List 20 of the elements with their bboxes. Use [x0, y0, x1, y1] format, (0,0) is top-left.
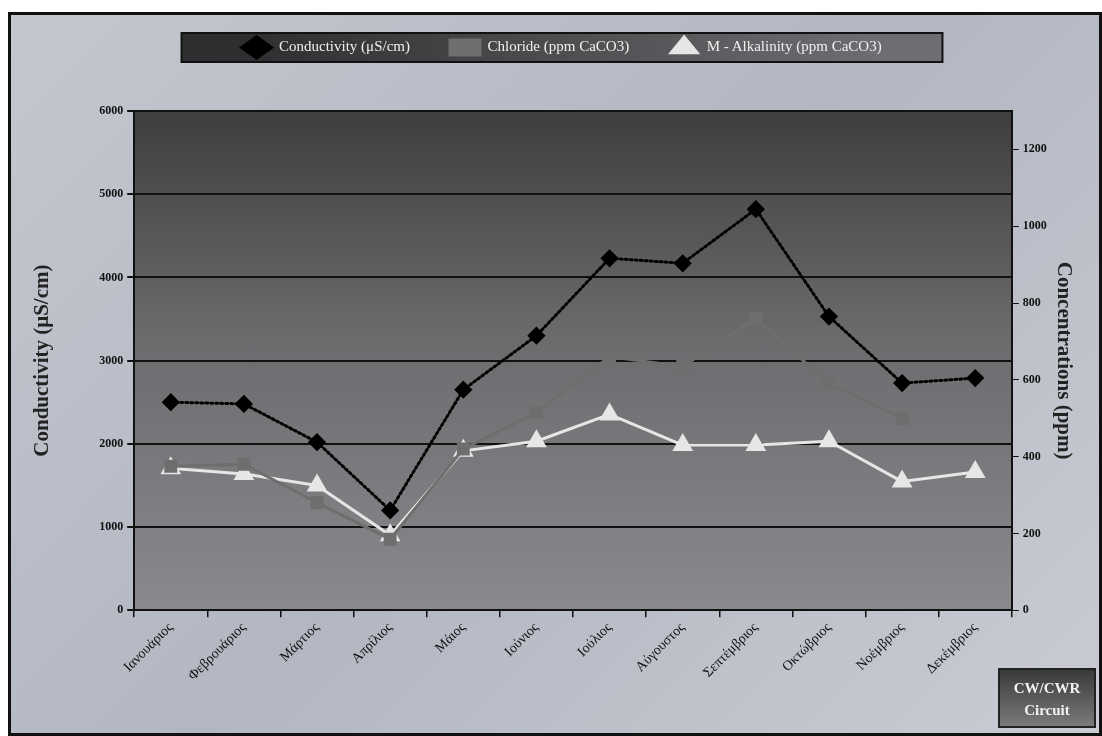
- legend-label: M - Alkalinity (ppm CaCO3): [706, 38, 882, 56]
- y-tick-label: 2000: [99, 435, 124, 450]
- y2-tick-label: 0: [1022, 602, 1029, 617]
- text: CW/CWR Circuit: [998, 668, 1096, 728]
- y2-tick-label: 200: [1022, 525, 1041, 540]
- y-tick-label: 3000: [99, 352, 124, 367]
- y2-tick-label: 600: [1022, 371, 1041, 386]
- y-tick-label: 1000: [99, 519, 124, 534]
- y-axis-title: Conductivity (μS/cm): [29, 264, 54, 457]
- legend-label: Conductivity (μS/cm): [279, 38, 410, 56]
- y2-tick-label: 400: [1022, 448, 1041, 463]
- y2-tick-label: 1000: [1022, 218, 1047, 233]
- y2-axis-title: Concentrations (ppm): [1052, 261, 1077, 460]
- y-tick-label: 0: [117, 602, 124, 617]
- y-tick-label: 5000: [99, 186, 124, 201]
- y2-tick-label: 1200: [1022, 141, 1047, 156]
- y-tick-label: 4000: [99, 269, 124, 284]
- y-tick-label: 6000: [99, 103, 124, 118]
- legend-label: Chloride (ppm CaCO3): [487, 38, 630, 56]
- y2-tick-label: 800: [1022, 295, 1041, 310]
